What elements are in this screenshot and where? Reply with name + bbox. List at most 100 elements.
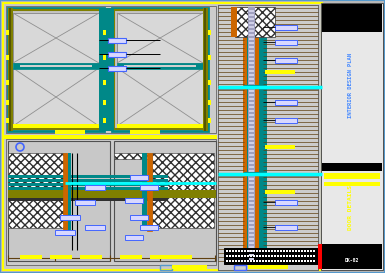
- Bar: [310, 260, 312, 262]
- Bar: [103, 118, 106, 123]
- Bar: [283, 250, 285, 252]
- Bar: [130, 130, 160, 134]
- Bar: [250, 250, 252, 252]
- Bar: [235, 250, 237, 252]
- Bar: [271, 250, 273, 252]
- Bar: [63, 153, 68, 231]
- Bar: [249, 150, 254, 152]
- Bar: [249, 170, 254, 172]
- Bar: [313, 250, 315, 252]
- Bar: [10, 10, 102, 129]
- Bar: [275, 200, 297, 205]
- Bar: [280, 260, 282, 262]
- Bar: [322, 4, 382, 32]
- Bar: [249, 146, 254, 148]
- Bar: [249, 62, 254, 64]
- Bar: [275, 100, 297, 105]
- Text: DK-02: DK-02: [345, 257, 359, 263]
- Bar: [249, 258, 254, 260]
- Bar: [103, 100, 106, 105]
- Bar: [249, 238, 254, 240]
- Bar: [280, 250, 282, 252]
- Bar: [249, 34, 254, 36]
- Bar: [298, 260, 300, 262]
- Bar: [208, 80, 211, 85]
- Bar: [243, 7, 247, 264]
- Bar: [253, 250, 255, 252]
- Bar: [259, 260, 261, 262]
- Bar: [249, 130, 254, 132]
- Bar: [60, 215, 80, 220]
- Bar: [117, 13, 203, 63]
- Bar: [298, 255, 300, 257]
- Bar: [259, 250, 261, 252]
- Bar: [249, 26, 254, 28]
- Bar: [295, 260, 297, 262]
- Bar: [234, 265, 246, 270]
- Bar: [249, 158, 254, 160]
- Bar: [208, 30, 211, 35]
- Bar: [114, 153, 152, 159]
- Bar: [248, 265, 288, 269]
- Bar: [274, 250, 276, 252]
- Bar: [241, 250, 243, 252]
- Bar: [172, 265, 207, 269]
- Bar: [307, 250, 309, 252]
- Bar: [322, 244, 382, 269]
- Bar: [249, 70, 254, 72]
- Bar: [3, 3, 322, 270]
- Bar: [244, 255, 246, 257]
- Bar: [208, 100, 211, 105]
- Bar: [249, 42, 254, 44]
- Bar: [108, 38, 126, 43]
- Bar: [265, 255, 267, 257]
- Bar: [130, 175, 148, 180]
- Bar: [249, 18, 254, 20]
- Bar: [232, 250, 234, 252]
- Bar: [304, 255, 306, 257]
- Bar: [114, 141, 216, 261]
- Bar: [150, 255, 172, 259]
- Bar: [249, 126, 254, 128]
- Bar: [244, 260, 246, 262]
- Bar: [249, 102, 254, 104]
- Bar: [13, 68, 99, 126]
- Bar: [208, 55, 211, 60]
- Bar: [249, 134, 254, 136]
- Bar: [117, 68, 203, 126]
- Bar: [218, 176, 318, 270]
- Bar: [262, 260, 264, 262]
- Bar: [249, 250, 254, 252]
- Bar: [249, 154, 254, 156]
- Bar: [238, 255, 240, 257]
- Bar: [249, 122, 254, 124]
- Bar: [274, 260, 276, 262]
- Bar: [55, 130, 85, 134]
- Bar: [218, 5, 318, 270]
- Bar: [6, 118, 9, 123]
- Bar: [322, 163, 382, 171]
- Bar: [255, 7, 259, 264]
- Bar: [103, 30, 106, 35]
- Bar: [265, 70, 295, 74]
- Bar: [8, 153, 66, 228]
- Bar: [229, 260, 231, 262]
- Bar: [310, 255, 312, 257]
- Bar: [268, 255, 270, 257]
- Bar: [114, 190, 216, 198]
- Bar: [249, 190, 254, 192]
- Bar: [249, 242, 254, 244]
- Bar: [289, 260, 291, 262]
- Bar: [249, 14, 254, 16]
- Bar: [204, 8, 206, 131]
- Bar: [298, 250, 300, 252]
- Bar: [120, 255, 142, 259]
- Bar: [249, 230, 254, 232]
- Bar: [249, 74, 254, 76]
- Bar: [235, 7, 275, 37]
- Bar: [249, 106, 254, 108]
- Bar: [275, 25, 297, 30]
- Bar: [8, 198, 168, 201]
- Bar: [249, 90, 254, 92]
- Bar: [249, 226, 254, 228]
